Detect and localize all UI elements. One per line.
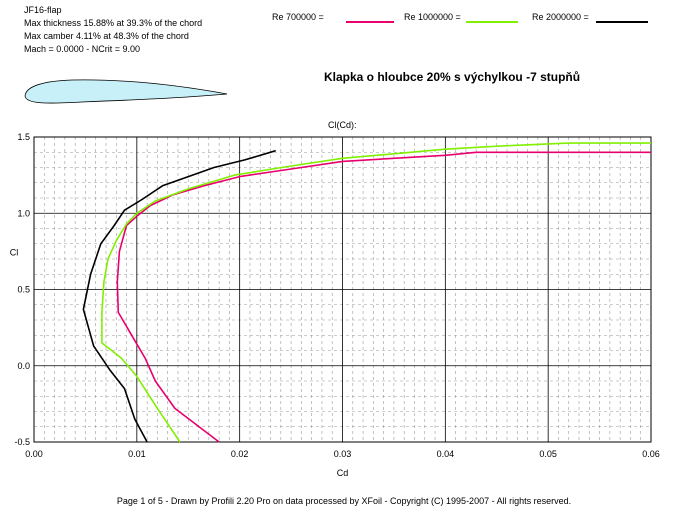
series-line-re-1000000 [101, 142, 651, 443]
x-tick-label: 0.00 [25, 449, 43, 459]
plot-frame [33, 136, 652, 443]
x-tick-label: 0.03 [334, 449, 352, 459]
x-tick-label: 0.05 [539, 449, 557, 459]
legend-swatch-re2000000 [596, 21, 648, 23]
series-layer [82, 142, 651, 443]
airfoil-info: JF16-flap Max thickness 15.88% at 39.3% … [24, 4, 202, 56]
series-line-re-2000000 [82, 149, 276, 443]
legend-swatch-re700000 [346, 21, 394, 23]
y-axis-label: Cl [10, 248, 19, 258]
legend: Re 700000 = Re 1000000 = Re 2000000 = [0, 12, 688, 28]
airfoil-name: JF16-flap [24, 5, 62, 15]
legend-label-re700000: Re 700000 = [272, 12, 324, 22]
airfoil-shape [24, 79, 228, 104]
chart-title: Cl(Cd): [328, 120, 357, 130]
airfoil-camber: Max camber 4.11% at 48.3% of the chord [24, 31, 189, 41]
legend-swatch-re1000000 [466, 21, 518, 23]
y-tick-label: 0.5 [17, 285, 30, 295]
legend-label-re1000000: Re 1000000 = [404, 12, 461, 22]
x-tick-label: 0.06 [642, 449, 660, 459]
page-footer: Page 1 of 5 - Drawn by Profili 2.20 Pro … [116, 496, 572, 506]
airfoil-conditions: Mach = 0.0000 - NCrit = 9.00 [24, 44, 141, 54]
x-tick-label: 0.04 [437, 449, 455, 459]
x-tick-label: 0.01 [128, 449, 146, 459]
y-tick-label: -0.5 [14, 437, 30, 447]
y-tick-label: 0.0 [17, 361, 30, 371]
airfoil-outline [24, 79, 228, 104]
x-tick-label: 0.02 [231, 449, 249, 459]
tick-labels: 0.00 0.01 0.02 0.03 0.04 0.05 0.06 -0.5 0.0 0.5 1.… [14, 132, 659, 459]
series-line-re-700000 [116, 151, 651, 443]
x-axis-label: Cd [337, 468, 349, 478]
major-grid [34, 137, 651, 442]
legend-label-re2000000: Re 2000000 = [532, 12, 589, 22]
chart-subtitle: Klapka o hloubce 20% s výchylkou -7 stup… [324, 70, 581, 84]
y-tick-label: 1.0 [17, 208, 30, 218]
airfoil-thickness: Max thickness 15.88% at 39.3% of the cho… [24, 18, 203, 28]
y-tick-label: 1.5 [17, 132, 30, 142]
